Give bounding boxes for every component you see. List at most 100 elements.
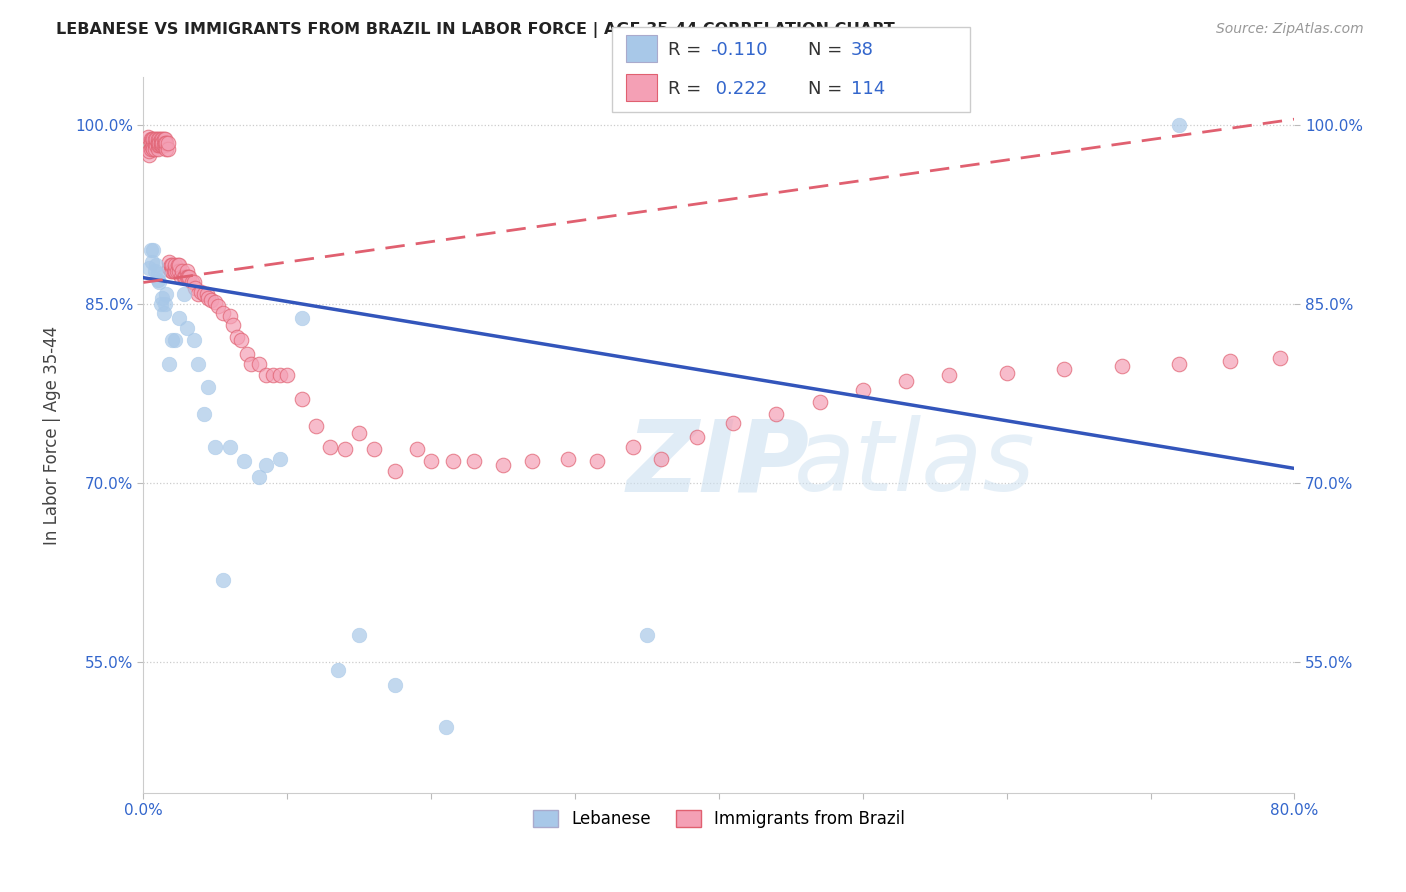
Point [211, 306, 233, 320]
Point [894, 375, 917, 389]
Point [1111, 359, 1133, 373]
Point [187, 287, 209, 301]
Point [138, 261, 160, 276]
Point [143, 263, 166, 277]
Point [145, 138, 167, 153]
Point [146, 273, 169, 287]
Point [765, 407, 787, 421]
Text: N =: N = [808, 42, 848, 60]
Point [1168, 118, 1191, 132]
Point [152, 306, 174, 320]
Y-axis label: In Labor Force | Age 35-44: In Labor Force | Age 35-44 [44, 326, 60, 545]
Point [193, 287, 215, 301]
Point [145, 132, 167, 146]
Point [156, 136, 179, 150]
Point [169, 258, 191, 272]
Point [434, 720, 457, 734]
Point [176, 263, 198, 277]
Point [363, 442, 385, 457]
Point [143, 142, 166, 156]
Point [169, 263, 191, 277]
Point [686, 430, 709, 444]
Point [153, 136, 176, 150]
Point [247, 357, 270, 371]
Point [142, 244, 165, 258]
Point [463, 454, 485, 468]
Point [155, 142, 177, 156]
Point [650, 451, 672, 466]
Point [139, 132, 162, 146]
Point [141, 132, 163, 146]
Point [150, 291, 173, 305]
Point [149, 138, 172, 153]
Point [181, 276, 204, 290]
Point [221, 318, 243, 333]
Point [218, 309, 240, 323]
Point [160, 258, 183, 272]
Point [166, 263, 188, 277]
Point [138, 148, 160, 162]
Point [276, 368, 298, 383]
Point [183, 333, 205, 347]
Point [150, 136, 173, 150]
Point [142, 132, 165, 146]
Point [149, 136, 172, 150]
Point [291, 311, 314, 326]
Point [146, 136, 169, 150]
Point [141, 255, 163, 269]
Point [173, 269, 195, 284]
Point [349, 628, 371, 642]
Point [138, 145, 160, 159]
Point [938, 368, 960, 383]
Point [136, 130, 159, 145]
Point [159, 263, 181, 277]
Point [157, 357, 180, 371]
Point [148, 138, 170, 153]
Point [148, 276, 170, 290]
Point [1053, 362, 1076, 376]
Point [152, 132, 174, 146]
Point [156, 142, 179, 156]
Point [723, 416, 745, 430]
Point [162, 263, 184, 277]
Point [148, 136, 170, 150]
Point [173, 287, 195, 301]
Point [1219, 354, 1241, 368]
Point [153, 138, 176, 153]
Text: atlas: atlas [794, 415, 1035, 512]
Point [153, 297, 176, 311]
Point [142, 142, 165, 156]
Point [262, 368, 284, 383]
Point [349, 425, 371, 440]
Point [167, 258, 190, 272]
Point [269, 451, 291, 466]
Text: N =: N = [808, 80, 848, 98]
Point [143, 138, 166, 153]
Point [319, 440, 342, 454]
Point [305, 418, 328, 433]
Text: LEBANESE VS IMMIGRANTS FROM BRAZIL IN LABOR FORCE | AGE 35-44 CORRELATION CHART: LEBANESE VS IMMIGRANTS FROM BRAZIL IN LA… [56, 22, 896, 38]
Point [165, 333, 187, 347]
Point [160, 333, 183, 347]
Point [160, 263, 183, 277]
Point [176, 320, 198, 334]
Point [384, 678, 406, 692]
Text: 114: 114 [851, 80, 884, 98]
Legend: Lebanese, Immigrants from Brazil: Lebanese, Immigrants from Brazil [526, 803, 911, 834]
Point [195, 287, 218, 301]
Point [193, 407, 215, 421]
Point [231, 333, 253, 347]
Point [139, 244, 162, 258]
Point [170, 269, 193, 284]
Point [218, 440, 240, 454]
Point [184, 281, 207, 295]
Point [183, 276, 205, 290]
Point [254, 458, 277, 472]
Point [146, 138, 169, 153]
Point [233, 454, 256, 468]
Point [155, 287, 177, 301]
Point [1168, 357, 1191, 371]
Point [157, 261, 180, 276]
Text: ZIP: ZIP [627, 415, 810, 512]
Point [492, 458, 515, 472]
